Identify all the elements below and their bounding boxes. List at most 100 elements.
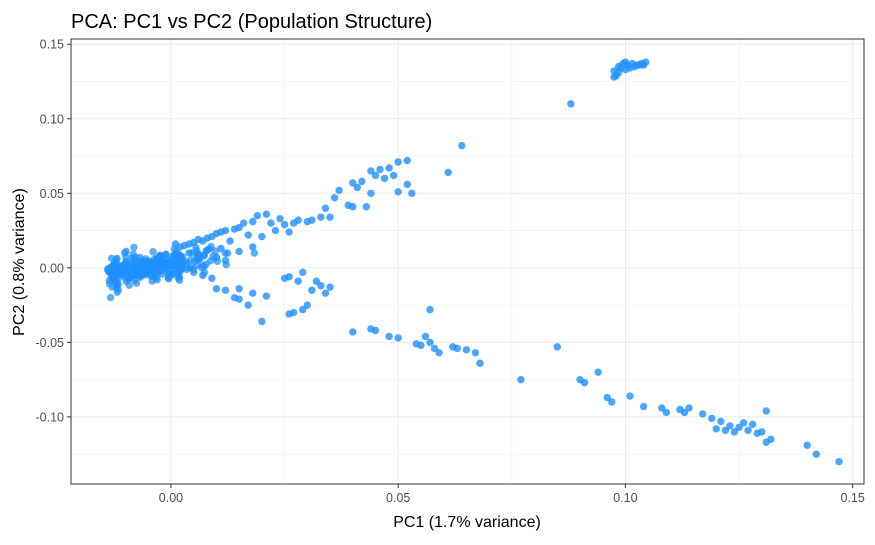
data-point	[762, 407, 770, 415]
data-point	[212, 253, 221, 262]
data-point	[394, 188, 402, 196]
data-point	[235, 285, 243, 293]
data-point	[198, 261, 207, 269]
data-point	[744, 426, 752, 435]
data-point	[176, 252, 184, 260]
data-point	[312, 277, 321, 285]
data-point	[244, 301, 252, 309]
data-point	[114, 286, 123, 294]
data-point	[221, 256, 230, 265]
data-point	[280, 220, 289, 229]
data-point	[150, 255, 159, 263]
points-layer	[103, 58, 843, 466]
data-point	[203, 246, 212, 254]
data-point	[122, 247, 130, 256]
data-point	[294, 277, 302, 285]
data-point	[221, 286, 230, 294]
data-point	[108, 262, 117, 271]
data-point	[603, 393, 611, 402]
data-point	[185, 249, 193, 257]
data-point	[262, 292, 271, 300]
data-point	[367, 167, 375, 175]
data-point	[326, 213, 334, 221]
data-point	[122, 258, 130, 266]
data-point	[739, 419, 748, 427]
grid-layer	[71, 39, 864, 484]
data-point	[662, 408, 671, 417]
data-point	[371, 326, 380, 335]
data-point	[226, 237, 234, 245]
data-point	[708, 414, 716, 423]
data-point	[380, 174, 389, 183]
data-point	[594, 368, 602, 376]
data-point	[289, 308, 298, 317]
data-point	[642, 58, 650, 66]
data-point	[658, 404, 666, 412]
data-point	[421, 332, 430, 341]
data-point	[212, 285, 221, 293]
data-point	[371, 171, 380, 180]
data-point	[303, 217, 312, 226]
data-point	[253, 211, 262, 220]
data-point	[230, 225, 239, 233]
data-point	[430, 344, 439, 353]
data-point	[129, 250, 138, 258]
data-point	[130, 243, 138, 251]
data-point	[362, 203, 371, 211]
y-tick-label: 0.10	[40, 112, 64, 126]
data-point	[149, 248, 157, 256]
data-point	[748, 420, 757, 429]
data-point	[610, 67, 618, 75]
data-point	[626, 392, 634, 400]
data-point	[189, 268, 198, 277]
data-point	[217, 244, 225, 253]
data-point	[250, 249, 259, 257]
data-point	[258, 317, 266, 326]
data-point	[717, 417, 725, 426]
data-point	[133, 270, 141, 279]
x-tick-label: 0.00	[159, 491, 183, 505]
data-point	[680, 408, 689, 417]
data-point	[453, 344, 461, 353]
data-point	[317, 282, 325, 290]
y-tick-label: -0.05	[36, 336, 65, 350]
data-point	[171, 240, 180, 248]
data-point	[385, 332, 393, 341]
data-point	[271, 226, 280, 235]
data-point	[156, 252, 165, 260]
data-point	[426, 305, 434, 314]
data-point	[235, 295, 243, 303]
y-tick-label: -0.10	[36, 410, 65, 424]
data-point	[166, 261, 175, 270]
data-point	[403, 180, 411, 189]
y-tick-label: 0.05	[40, 187, 64, 201]
data-point	[249, 217, 257, 226]
data-point	[140, 271, 149, 279]
data-point	[267, 219, 275, 227]
data-point	[621, 58, 630, 66]
data-point	[153, 276, 161, 284]
data-point	[308, 286, 316, 294]
data-point	[164, 275, 173, 283]
data-point	[835, 457, 843, 466]
x-tick-label: 0.10	[613, 491, 637, 505]
data-point	[235, 247, 243, 256]
x-tick-label: 0.15	[840, 491, 864, 505]
data-point	[317, 213, 325, 221]
data-point	[326, 283, 334, 291]
data-point	[394, 334, 402, 342]
data-point	[358, 177, 366, 186]
data-point	[349, 179, 357, 187]
data-point	[458, 141, 466, 150]
data-point	[178, 264, 187, 273]
data-point	[712, 425, 721, 433]
data-point	[812, 450, 820, 458]
data-point	[349, 328, 357, 336]
data-point	[190, 257, 199, 265]
data-point	[721, 426, 730, 435]
data-point	[140, 264, 148, 272]
data-point	[698, 410, 707, 418]
data-point	[462, 346, 471, 354]
